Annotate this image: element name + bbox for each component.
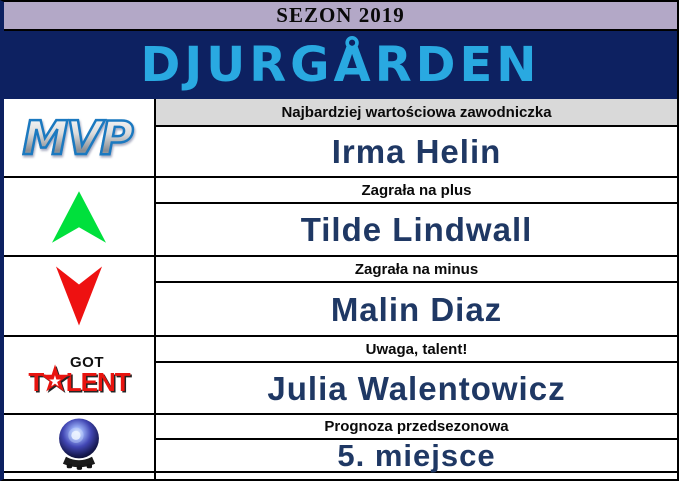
row-plus: Zagrała na plus Tilde Lindwall (4, 178, 677, 257)
plus-content: Zagrała na plus Tilde Lindwall (156, 178, 677, 255)
row-talent: GOT T ★ ★ LENT Uwaga, talent! Julia Wale… (4, 337, 677, 415)
minus-icon-cell (4, 257, 156, 335)
arrow-up-icon (52, 190, 106, 243)
talent-value: Julia Walentowicz (267, 369, 566, 407)
bottom-strip (4, 473, 677, 479)
row-mvp: MVP Najbardziej wartościowa zawodniczka … (4, 99, 677, 178)
forecast-value: 5. miejsce (337, 438, 496, 473)
minus-content: Zagrała na minus Malin Diaz (156, 257, 677, 335)
season-label: SEZON 2019 (276, 3, 405, 27)
arrow-down-icon (55, 266, 103, 326)
got-talent-logo-top-text: GOT (70, 353, 104, 371)
team-name: DJURGÅRDEN (140, 37, 541, 93)
got-talent-letter-t: T (28, 366, 44, 397)
mvp-value: Irma Helin (331, 133, 502, 170)
talent-icon-cell: GOT T ★ ★ LENT (4, 337, 156, 413)
crystal-ball-icon (59, 418, 99, 470)
minus-value: Malin Diaz (330, 290, 503, 328)
forecast-label: Prognoza przedsezonowa (156, 415, 677, 440)
got-talent-letters-lent: LENT (65, 366, 131, 397)
row-forecast: Prognoza przedsezonowa 5. miejsce (4, 415, 677, 473)
bottom-strip-left (4, 473, 156, 479)
mvp-icon-cell: MVP (4, 99, 156, 176)
season-bar: SEZON 2019 (4, 2, 677, 31)
talent-label: Uwaga, talent! (156, 337, 677, 363)
got-talent-star-glyph: ★ (40, 359, 70, 397)
minus-label: Zagrała na minus (156, 257, 677, 283)
forecast-icon-cell (4, 415, 156, 471)
mvp-label: Najbardziej wartościowa zawodniczka (156, 99, 677, 127)
mvp-logo-text: MVP (21, 113, 135, 162)
mvp-content: Najbardziej wartościowa zawodniczka Irma… (156, 99, 677, 176)
forecast-content: Prognoza przedsezonowa 5. miejsce (156, 415, 677, 471)
plus-icon-cell (4, 178, 156, 255)
talent-content: Uwaga, talent! Julia Walentowicz (156, 337, 677, 413)
bottom-strip-right (156, 473, 677, 479)
got-talent-star-inner-glyph: ★ (49, 373, 61, 389)
row-minus: Zagrała na minus Malin Diaz (4, 257, 677, 337)
got-talent-star-icon: ★ ★ (40, 362, 70, 395)
mvp-logo-icon: MVP (21, 113, 135, 162)
got-talent-logo-bottom-text: T ★ ★ LENT (28, 362, 131, 397)
plus-label: Zagrała na plus (156, 178, 677, 204)
plus-value: Tilde Lindwall (300, 211, 533, 248)
got-talent-logo-icon: GOT T ★ ★ LENT (28, 353, 131, 397)
team-banner: DJURGÅRDEN (4, 31, 677, 99)
